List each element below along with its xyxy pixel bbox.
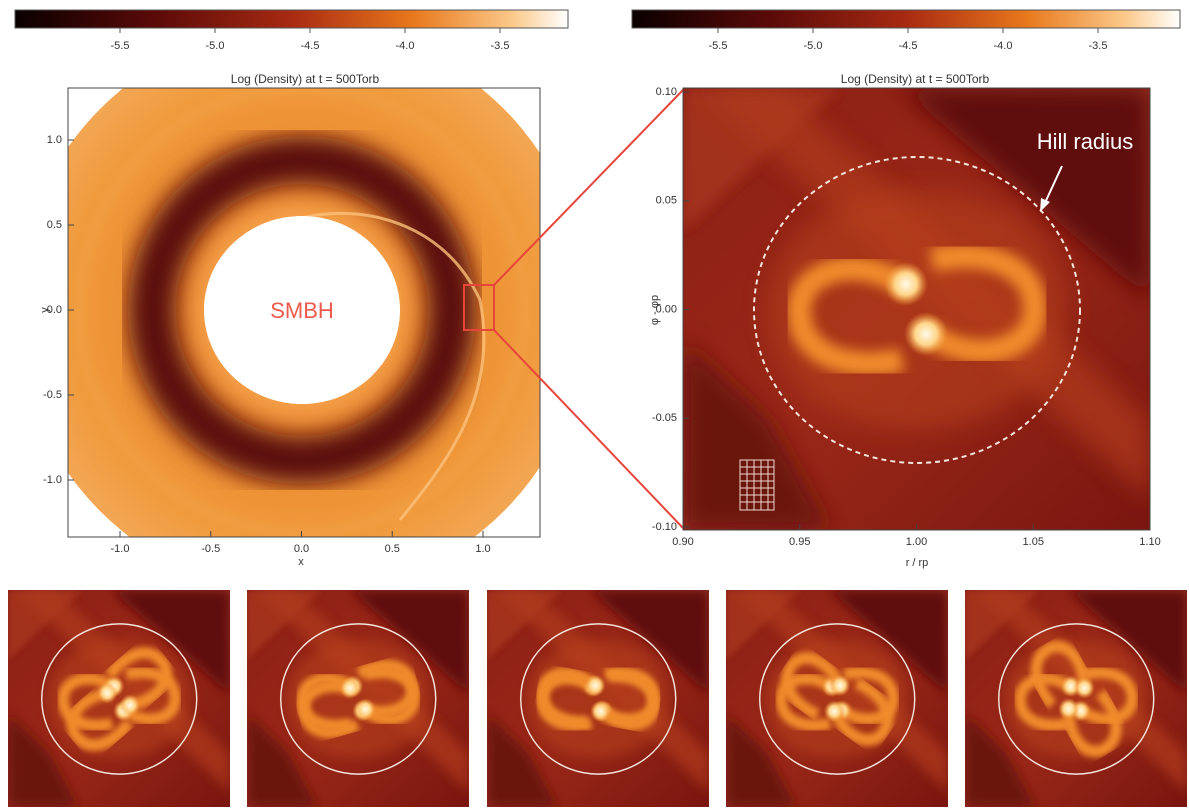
x-tick-label: 0.90 (672, 536, 693, 548)
colorbar (632, 10, 1180, 28)
x-tick-label: 0.5 (385, 543, 400, 555)
y-tick-label: 1.0 (47, 134, 62, 146)
x-tick-label: 0.95 (789, 536, 810, 548)
colorbar-tick-label: -5.0 (206, 40, 225, 52)
snapshot (487, 590, 709, 807)
colorbar-tick-label: -4.0 (994, 40, 1013, 52)
colorbar-tick-label: -3.5 (1089, 40, 1108, 52)
x-tick-label: 1.0 (475, 543, 490, 555)
colorbar-tick-label: -5.5 (111, 40, 130, 52)
snapshot-row (8, 590, 1187, 807)
colorbar-tick-label: -4.5 (899, 40, 918, 52)
panel-title: Log (Density) at t = 500Torb (841, 72, 990, 86)
y-tick-label: 0.5 (47, 219, 62, 231)
y-axis-label: y (39, 307, 51, 313)
colorbar-tick-label: -4.0 (396, 40, 415, 52)
colorbar-tick-label: -5.0 (804, 40, 823, 52)
x-tick-label: -1.0 (111, 543, 130, 555)
y-tick-label: -0.05 (652, 412, 677, 424)
snapshot (965, 590, 1187, 807)
colorbar-tick-label: -4.5 (301, 40, 320, 52)
y-tick-label: -1.0 (43, 474, 62, 486)
y-tick-label: 0.05 (656, 195, 677, 207)
annotation: Hill radius (1037, 129, 1134, 154)
x-tick-label: 1.05 (1023, 536, 1044, 548)
x-tick-label: 1.00 (906, 536, 927, 548)
figure: SMBH Hill radius -5.5 -5.0 -4.5 -4.0 -3.5 Log… (0, 0, 1189, 807)
x-tick-label: -0.5 (201, 543, 220, 555)
y-tick-label: 0.10 (656, 86, 677, 98)
colorbar-tick-label: -3.5 (491, 40, 510, 52)
annotation: SMBH (270, 298, 334, 323)
x-axis-label: x (298, 556, 304, 568)
x-axis-label: r / rp (906, 557, 929, 569)
x-tick-label: 0.0 (294, 543, 309, 555)
y-tick-label: -0.10 (652, 521, 677, 533)
snapshot (8, 590, 230, 807)
y-tick-label: -0.5 (43, 389, 62, 401)
snapshot (726, 590, 948, 807)
x-tick-label: 1.10 (1139, 536, 1160, 548)
y-axis-label: φ - φp (649, 295, 661, 325)
snapshot (247, 590, 469, 807)
colorbar (15, 10, 568, 28)
panel-title: Log (Density) at t = 500Torb (231, 72, 380, 86)
colorbar-tick-label: -5.5 (709, 40, 728, 52)
